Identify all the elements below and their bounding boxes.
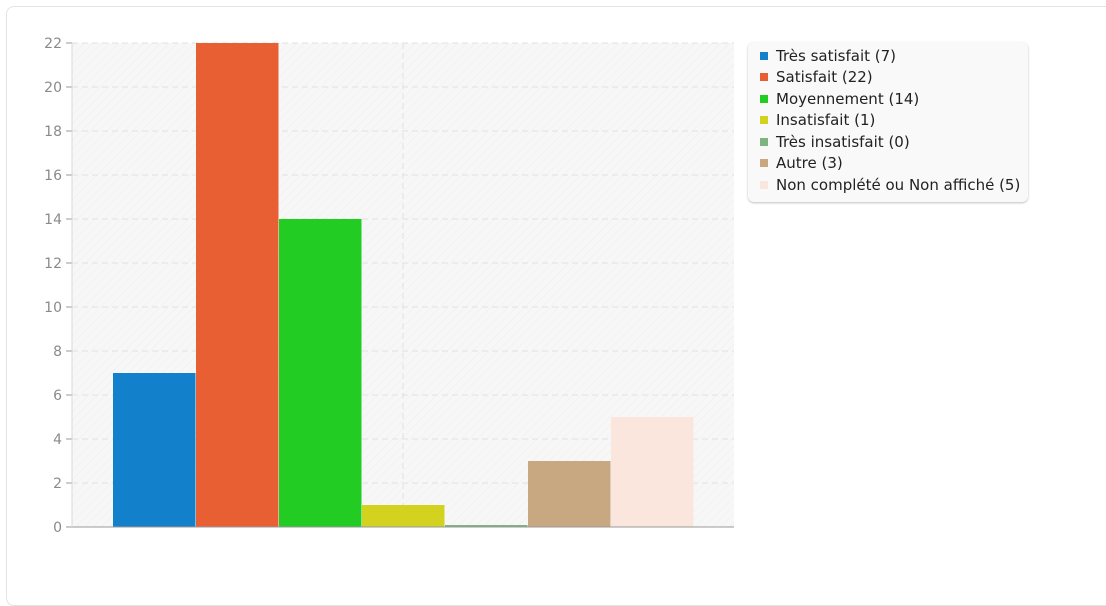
bar <box>528 461 611 527</box>
legend-item[interactable]: Insatisfait (1) <box>760 110 1020 132</box>
legend-label: Autre (3) <box>776 154 843 173</box>
legend-swatch <box>760 159 768 168</box>
legend-swatch <box>760 94 768 103</box>
grid-lines <box>72 42 734 527</box>
legend-swatch <box>760 51 768 60</box>
legend-swatch <box>760 137 768 146</box>
legend-item[interactable]: Non complété ou Non affiché (5) <box>760 174 1020 196</box>
bar <box>611 417 694 527</box>
legend-label: Très insatisfait (0) <box>776 132 910 151</box>
y-axis: 0 2 4 6 8 10 12 14 16 18 20 22 <box>44 36 72 536</box>
bar <box>445 525 528 527</box>
y-tick-label: 12 <box>44 256 62 272</box>
legend-item[interactable]: Autre (3) <box>760 153 1020 175</box>
bar <box>113 373 196 527</box>
legend-item[interactable]: Très satisfait (7) <box>760 45 1020 67</box>
y-tick-label: 2 <box>53 476 62 492</box>
legend-label: Très satisfait (7) <box>776 46 897 65</box>
y-tick-label: 14 <box>44 212 62 228</box>
legend: Très satisfait (7) Satisfait (22) Moyennem… <box>748 42 1029 202</box>
legend-swatch <box>760 73 768 82</box>
y-tick-label: 22 <box>44 36 62 52</box>
legend-label: Insatisfait (1) <box>776 111 876 130</box>
legend-item[interactable]: Moyennement (14) <box>760 88 1020 110</box>
bars <box>113 43 694 527</box>
y-tick-label: 10 <box>44 300 62 316</box>
legend-swatch <box>760 116 768 125</box>
legend-label: Moyennement (14) <box>776 89 920 108</box>
bar <box>279 219 362 527</box>
y-tick-label: 20 <box>44 80 62 96</box>
y-tick-label: 8 <box>53 344 62 360</box>
legend-label: Satisfait (22) <box>776 68 873 87</box>
y-tick-label: 0 <box>53 520 62 536</box>
legend-label: Non complété ou Non affiché (5) <box>776 175 1021 194</box>
y-tick-label: 18 <box>44 124 62 140</box>
y-tick-label: 16 <box>44 168 62 184</box>
legend-item[interactable]: Satisfait (22) <box>760 67 1020 89</box>
y-tick-label: 4 <box>53 432 62 448</box>
y-tick-label: 6 <box>53 388 62 404</box>
bar <box>196 43 279 527</box>
legend-swatch <box>760 180 768 189</box>
bar <box>362 505 445 527</box>
legend-item[interactable]: Très insatisfait (0) <box>760 131 1020 153</box>
